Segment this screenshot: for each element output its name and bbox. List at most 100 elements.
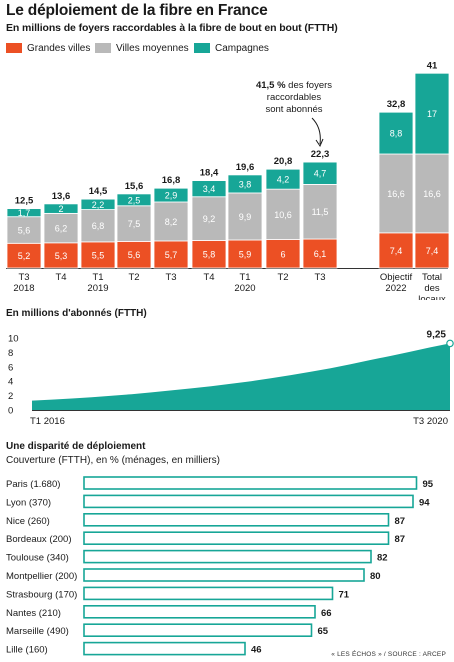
coverage-value-label: 94: [419, 497, 430, 508]
segment-value-label: 7,5: [128, 219, 141, 229]
total-value-label: 18,4: [200, 168, 219, 179]
city-label: Paris (1.680): [6, 479, 60, 490]
coverage-value-label: 82: [377, 553, 388, 564]
city-households: (490): [47, 626, 69, 637]
annotation-bold: 41,5 %: [256, 80, 286, 91]
bar-segment: [153, 240, 189, 269]
bar-segment: [265, 239, 301, 269]
city-households: (370): [29, 497, 51, 508]
city-label: Nantes (210): [6, 608, 61, 619]
total-value-label: 32,8: [387, 99, 406, 110]
segment-value-label: 7,4: [426, 246, 439, 256]
legend-item-villes-moyennes: Villes moyennes: [95, 42, 189, 54]
x-tick-label: locaux: [418, 294, 446, 300]
coverage-bar: [83, 549, 372, 564]
coverage-bar: [83, 641, 246, 656]
city-households: (200): [55, 571, 77, 582]
segment-value-label: 5,9: [239, 249, 252, 259]
segment-value-label: 5,5: [92, 250, 105, 260]
x-tick-label: T3: [165, 272, 176, 283]
bar-segment: [302, 238, 338, 269]
legend-item-grandes-villes: Grandes villes: [6, 42, 90, 54]
city-households: (340): [47, 553, 69, 564]
total-value-label: 12,5: [15, 196, 34, 207]
city-label: Toulouse (340): [6, 553, 69, 564]
segment-value-label: 7,4: [390, 246, 403, 256]
segment-value-label: 17: [427, 109, 437, 119]
x-tick-label: 2020: [234, 283, 255, 294]
city-households: (1.680): [30, 479, 60, 490]
segment-value-label: 5,8: [203, 250, 216, 260]
city-name: Paris: [6, 479, 30, 490]
subscribers-chart-title: En millions d'abonnés (FTTH): [6, 308, 147, 319]
bar-segment: [302, 161, 338, 185]
bar-segment: [80, 241, 116, 269]
x-tick-label: Objectif: [380, 272, 413, 283]
city-label: Marseille (490): [6, 626, 69, 637]
city-name: Strasbourg: [6, 589, 55, 600]
bar-segment: [227, 174, 263, 194]
segment-value-label: 3,8: [239, 179, 252, 189]
city-households: (170): [55, 589, 77, 600]
segment-value-label: 16,6: [423, 189, 441, 199]
coverage-bar: [83, 604, 316, 619]
segment-value-label: 8,2: [165, 217, 178, 227]
segment-value-label: 1,7: [18, 208, 31, 218]
segment-value-label: 11,5: [312, 207, 329, 217]
coverage-value-label: 71: [339, 589, 350, 600]
legend-swatch: [194, 43, 210, 53]
bar-segment: [153, 201, 189, 242]
x-tick-label: T3: [18, 272, 29, 283]
coverage-value-label: 65: [318, 626, 329, 637]
city-label: Lyon (370): [6, 497, 51, 508]
city-label: Lille (160): [6, 645, 48, 656]
x-start-label: T1 2016: [30, 416, 65, 427]
segment-value-label: 6,1: [314, 249, 327, 259]
total-value-label: 15,6: [125, 181, 144, 192]
bar-segment: [80, 209, 116, 243]
legend-swatch: [6, 43, 22, 53]
y-tick-label: 2: [8, 391, 13, 402]
city-name: Nantes: [6, 608, 39, 619]
x-tick-label: T3: [314, 272, 325, 283]
total-value-label: 41: [427, 60, 438, 71]
total-value-label: 22,3: [311, 149, 330, 160]
segment-value-label: 2,5: [128, 195, 141, 205]
bar-segment: [265, 188, 301, 240]
coverage-bar: [83, 531, 390, 546]
segment-value-label: 4,7: [314, 169, 327, 179]
bar-segment: [153, 187, 189, 203]
coverage-value-label: 87: [395, 516, 406, 527]
city-households: (260): [28, 516, 50, 527]
end-value-label: 9,25: [427, 329, 447, 340]
legend-label: Grandes villes: [27, 42, 91, 54]
disparity-chart-title: Une disparité de déploiement: [6, 441, 146, 452]
bar-segment: [43, 203, 79, 214]
total-value-label: 19,6: [236, 162, 255, 173]
x-tick-label: T1: [239, 272, 250, 283]
segment-value-label: 5,3: [55, 251, 68, 261]
total-value-label: 13,6: [52, 191, 71, 202]
annotation-line: 41,5 % des foyers: [256, 80, 332, 91]
city-households: (210): [39, 608, 61, 619]
coverage-value-label: 66: [321, 608, 332, 619]
city-label: Bordeaux (200): [6, 534, 72, 545]
x-tick-label: T4: [55, 272, 66, 283]
chart-title: Le déploiement de la fibre en France: [6, 2, 268, 19]
city-name: Lille: [6, 645, 26, 656]
x-tick-label: Total: [422, 272, 442, 283]
segment-value-label: 10,6: [274, 210, 292, 220]
annotation-text: des foyers: [286, 80, 333, 91]
annotation-arrow: [311, 117, 321, 145]
x-tick-label: T1: [92, 272, 103, 283]
city-name: Toulouse: [6, 553, 47, 564]
bar-segment: [116, 205, 152, 242]
coverage-value-label: 80: [370, 571, 381, 582]
city-name: Lyon: [6, 497, 29, 508]
coverage-bar: [83, 623, 313, 638]
coverage-value-label: 87: [395, 534, 406, 545]
x-tick-label: 2022: [385, 283, 406, 294]
y-tick-label: 4: [8, 377, 13, 388]
y-tick-label: 8: [8, 348, 13, 359]
